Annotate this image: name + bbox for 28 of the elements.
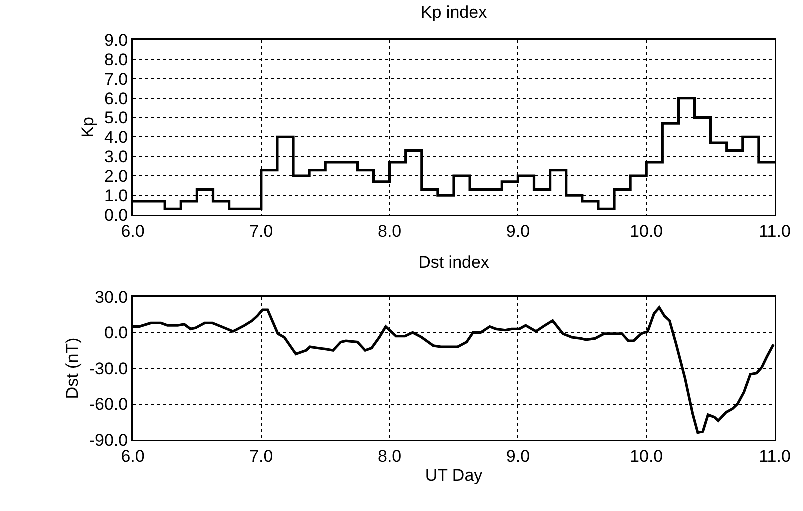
x-axis-title: UT Day (425, 466, 484, 486)
y-tick-label: 1.0 (104, 186, 128, 206)
y-tick-label: 5.0 (104, 108, 128, 128)
x-tick-label: 8.0 (378, 446, 402, 466)
y-tick-label: 2.0 (104, 167, 128, 186)
y-axis-title: Dst (nT) (63, 338, 82, 400)
y-tick-label: 4.0 (104, 128, 128, 148)
y-tick-label: -30.0 (89, 359, 128, 378)
x-tick-label: 7.0 (250, 222, 274, 241)
y-tick-label: 9.0 (104, 30, 128, 50)
x-tick-label: 7.0 (250, 446, 274, 466)
chart-title: Dst index (418, 252, 490, 272)
y-tick-label: 3.0 (104, 148, 128, 167)
x-tick-label: 11.0 (759, 446, 791, 466)
x-tick-label: 9.0 (506, 222, 530, 241)
y-tick-label: 6.0 (104, 89, 128, 108)
y-tick-label: 0.0 (104, 324, 128, 343)
x-tick-label: 11.0 (759, 222, 791, 241)
x-tick-label: 9.0 (506, 446, 530, 466)
y-tick-label: -60.0 (89, 395, 128, 414)
y-tick-label: 30.0 (95, 288, 128, 307)
y-tick-label: 8.0 (104, 50, 128, 70)
y-axis-title: Kp (78, 117, 98, 138)
x-tick-label: 10.0 (630, 222, 664, 241)
x-tick-label: 10.0 (630, 446, 664, 466)
x-tick-label: 8.0 (378, 222, 402, 241)
chart-title: Kp index (420, 2, 488, 22)
y-tick-label: 7.0 (104, 70, 128, 89)
